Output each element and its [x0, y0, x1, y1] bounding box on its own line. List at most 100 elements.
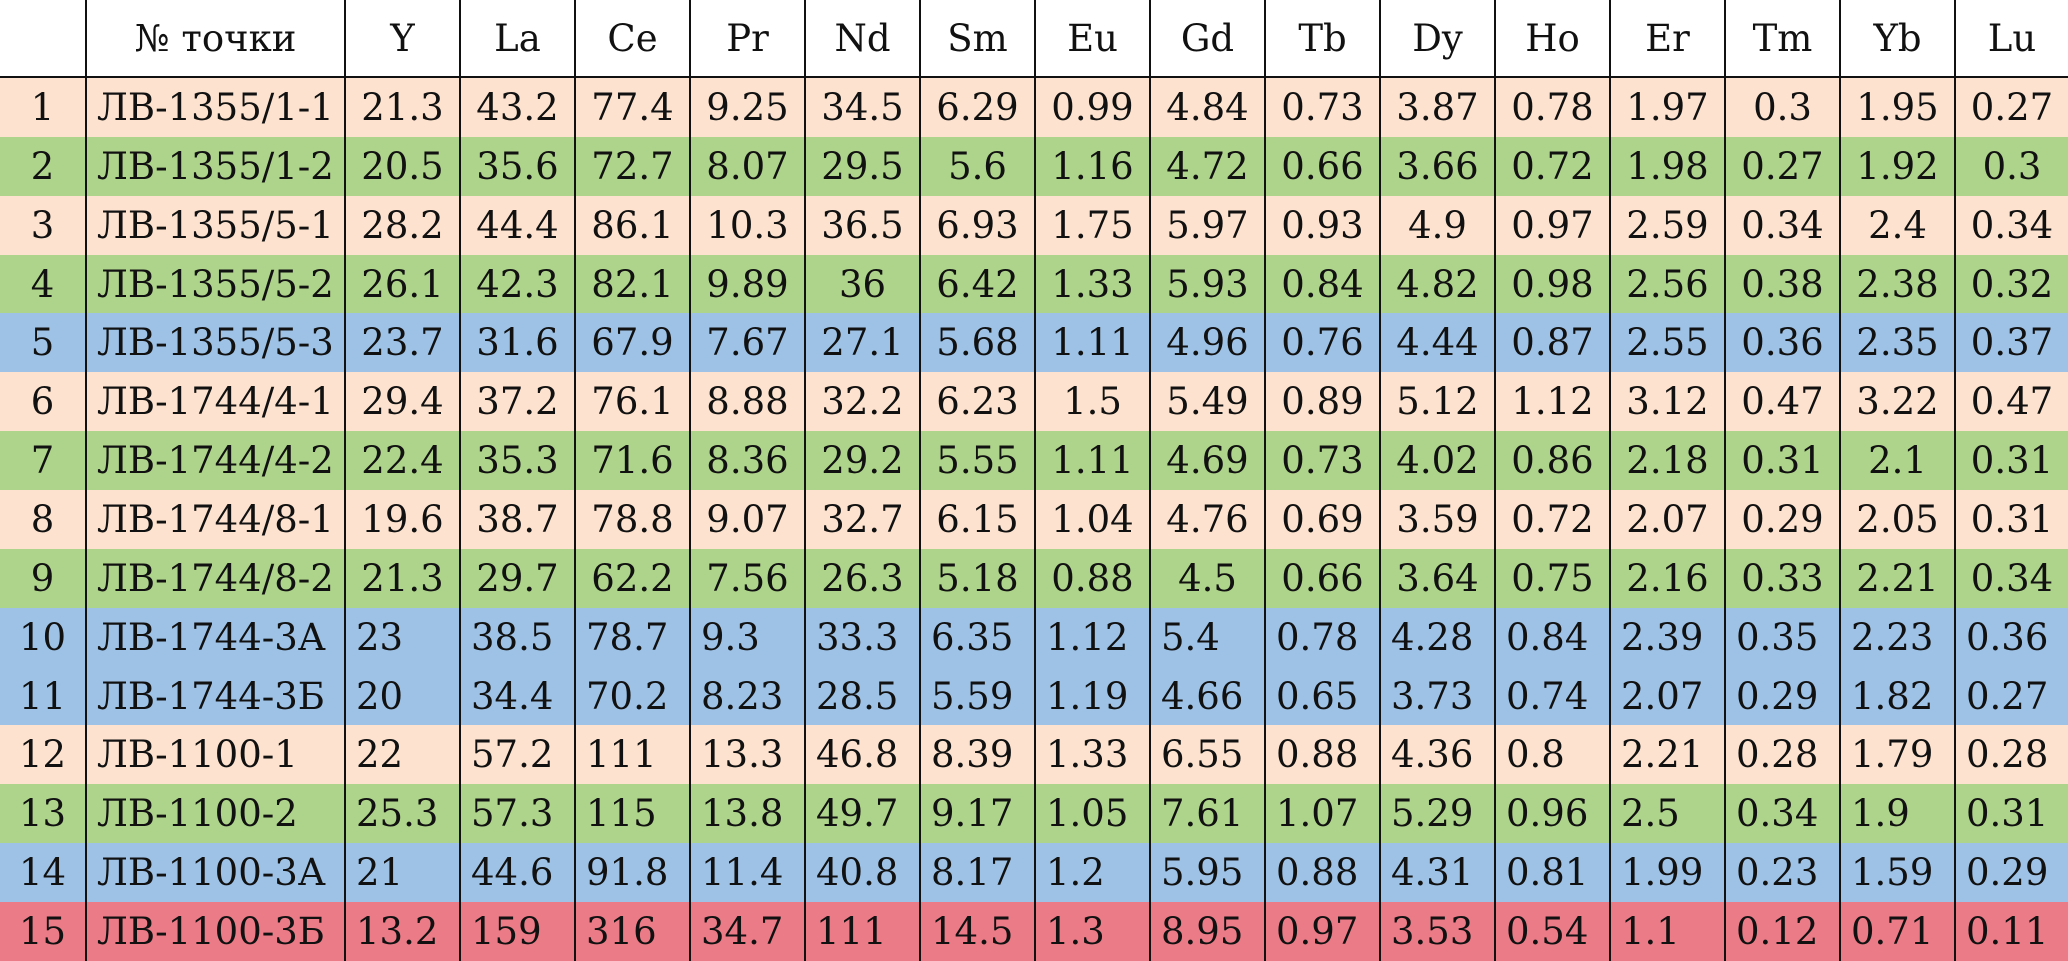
cell-yb: 2.35 [1839, 313, 1956, 373]
cell-ce: 91.8 [574, 843, 691, 903]
cell-index: 14 [0, 843, 87, 903]
cell-dy: 3.53 [1379, 902, 1496, 961]
table-row: 5 ЛВ-1355/5-3 23.7 31.6 67.9 7.67 27.1 5.68 1.11… [0, 313, 2068, 373]
cell-nd: 28.5 [804, 666, 921, 726]
cell-tm: 0.29 [1724, 490, 1841, 549]
cell-dy: 4.02 [1379, 431, 1496, 491]
header-yb: Yb [1839, 0, 1956, 78]
cell-sample-point: ЛВ-1355/1-2 [85, 136, 346, 196]
cell-er: 2.55 [1609, 313, 1726, 373]
cell-la: 44.6 [459, 843, 576, 903]
cell-ho: 1.12 [1494, 372, 1611, 432]
cell-lu: 0.36 [1954, 607, 2068, 667]
cell-tm: 0.28 [1724, 725, 1841, 785]
cell-la: 29.7 [459, 548, 576, 608]
cell-er: 2.18 [1609, 431, 1726, 491]
cell-y: 25.3 [344, 784, 461, 844]
cell-er: 2.16 [1609, 548, 1726, 608]
cell-nd: 32.7 [804, 490, 921, 549]
cell-ce: 111 [574, 725, 691, 785]
cell-pr: 8.88 [689, 372, 806, 432]
cell-lu: 0.32 [1954, 254, 2068, 314]
cell-ce: 62.2 [574, 548, 691, 608]
table-row: 15 ЛВ-1100-3Б 13.2 159 316 34.7 111 14.5 1.3 8.95… [0, 902, 2068, 961]
cell-index: 13 [0, 784, 87, 844]
cell-dy: 3.87 [1379, 77, 1496, 137]
cell-sample-point: ЛВ-1744/8-1 [85, 490, 346, 549]
header-pr: Pr [689, 0, 806, 78]
cell-gd: 4.76 [1149, 490, 1266, 549]
cell-ho: 0.54 [1494, 902, 1611, 961]
cell-pr: 11.4 [689, 843, 806, 903]
cell-ce: 77.4 [574, 77, 691, 137]
table-row: 3 ЛВ-1355/5-1 28.2 44.4 86.1 10.3 36.5 6.93 1.75… [0, 195, 2068, 255]
cell-index: 10 [0, 607, 87, 667]
cell-sm: 6.35 [919, 607, 1036, 667]
cell-er: 1.98 [1609, 136, 1726, 196]
header-tm: Tm [1724, 0, 1841, 78]
cell-sm: 5.18 [919, 548, 1036, 608]
cell-gd: 8.95 [1149, 902, 1266, 961]
header-index [0, 0, 87, 78]
cell-sample-point: ЛВ-1355/5-2 [85, 254, 346, 314]
cell-index: 9 [0, 548, 87, 608]
cell-lu: 0.27 [1954, 77, 2068, 137]
cell-tm: 0.47 [1724, 372, 1841, 432]
cell-sm: 6.23 [919, 372, 1036, 432]
cell-sm: 5.59 [919, 666, 1036, 726]
cell-tb: 0.89 [1264, 372, 1381, 432]
cell-tb: 0.84 [1264, 254, 1381, 314]
cell-tb: 0.65 [1264, 666, 1381, 726]
cell-tm: 0.23 [1724, 843, 1841, 903]
cell-index: 2 [0, 136, 87, 196]
cell-nd: 111 [804, 902, 921, 961]
cell-ce: 82.1 [574, 254, 691, 314]
cell-yb: 1.59 [1839, 843, 1956, 903]
cell-y: 21.3 [344, 548, 461, 608]
cell-eu: 1.16 [1034, 136, 1151, 196]
cell-la: 57.3 [459, 784, 576, 844]
cell-ho: 0.98 [1494, 254, 1611, 314]
cell-index: 11 [0, 666, 87, 726]
cell-la: 42.3 [459, 254, 576, 314]
cell-lu: 0.31 [1954, 431, 2068, 491]
table-row: 13 ЛВ-1100-2 25.3 57.3 115 13.8 49.7 9.17 1.05 7.… [0, 784, 2068, 844]
table-row: 1 ЛВ-1355/1-1 21.3 43.2 77.4 9.25 34.5 6.29 0.99… [0, 77, 2068, 137]
cell-ce: 72.7 [574, 136, 691, 196]
cell-la: 34.4 [459, 666, 576, 726]
cell-eu: 1.33 [1034, 725, 1151, 785]
cell-tb: 0.88 [1264, 725, 1381, 785]
cell-tm: 0.33 [1724, 548, 1841, 608]
cell-dy: 5.12 [1379, 372, 1496, 432]
cell-y: 23 [344, 607, 461, 667]
cell-yb: 2.21 [1839, 548, 1956, 608]
cell-dy: 5.29 [1379, 784, 1496, 844]
cell-sample-point: ЛВ-1100-2 [85, 784, 346, 844]
cell-nd: 49.7 [804, 784, 921, 844]
cell-sample-point: ЛВ-1744-3Б [85, 666, 346, 726]
cell-nd: 36.5 [804, 195, 921, 255]
header-gd: Gd [1149, 0, 1266, 78]
table-body: 1 ЛВ-1355/1-1 21.3 43.2 77.4 9.25 34.5 6.29 0.99… [0, 77, 2068, 961]
table-row: 2 ЛВ-1355/1-2 20.5 35.6 72.7 8.07 29.5 5.6 1.16 4… [0, 136, 2068, 196]
cell-gd: 5.95 [1149, 843, 1266, 903]
table-row: 7 ЛВ-1744/4-2 22.4 35.3 71.6 8.36 29.2 5.55 1.11… [0, 431, 2068, 491]
header-eu: Eu [1034, 0, 1151, 78]
cell-ce: 115 [574, 784, 691, 844]
cell-er: 2.5 [1609, 784, 1726, 844]
cell-nd: 40.8 [804, 843, 921, 903]
table-header: № точки Y La Ce Pr Nd Sm Eu Gd Tb Dy Ho … [0, 0, 2068, 78]
cell-nd: 29.5 [804, 136, 921, 196]
table-row: 9 ЛВ-1744/8-2 21.3 29.7 62.2 7.56 26.3 5.18 0.88… [0, 548, 2068, 608]
cell-la: 159 [459, 902, 576, 961]
cell-tm: 0.34 [1724, 784, 1841, 844]
cell-lu: 0.31 [1954, 490, 2068, 549]
cell-sm: 5.6 [919, 136, 1036, 196]
cell-pr: 8.36 [689, 431, 806, 491]
cell-index: 15 [0, 902, 87, 961]
cell-yb: 1.79 [1839, 725, 1956, 785]
cell-sm: 9.17 [919, 784, 1036, 844]
cell-y: 23.7 [344, 313, 461, 373]
header-la: La [459, 0, 576, 78]
cell-gd: 5.4 [1149, 607, 1266, 667]
